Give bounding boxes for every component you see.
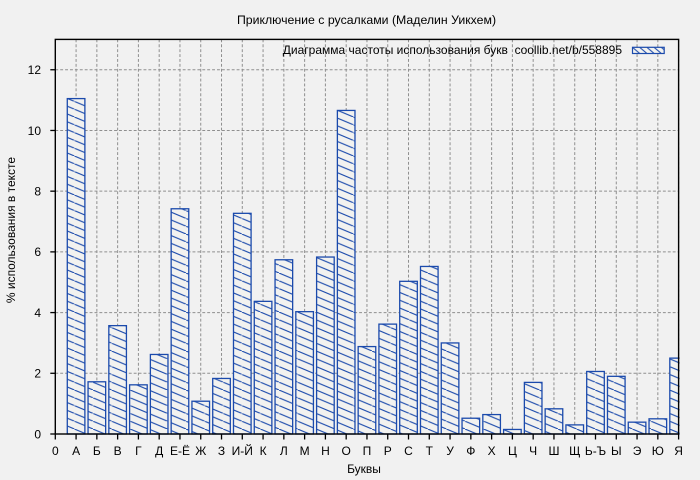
- svg-text:Т: Т: [426, 444, 434, 458]
- svg-text:Л: Л: [280, 444, 288, 458]
- svg-text:4: 4: [34, 306, 41, 320]
- svg-text:У: У: [446, 444, 454, 458]
- svg-text:Щ: Щ: [569, 444, 580, 458]
- svg-text:П: П: [363, 444, 372, 458]
- svg-text:Э: Э: [633, 444, 642, 458]
- svg-text:И-Й: И-Й: [232, 443, 253, 458]
- svg-text:0: 0: [52, 444, 59, 458]
- svg-text:Ж: Ж: [195, 444, 206, 458]
- svg-text:Буквы: Буквы: [347, 462, 381, 476]
- svg-text:2: 2: [34, 367, 41, 381]
- svg-text:10: 10: [28, 124, 42, 138]
- svg-text:8: 8: [34, 184, 41, 198]
- svg-text:Н: Н: [321, 444, 330, 458]
- svg-text:Я: Я: [674, 444, 683, 458]
- svg-text:А: А: [72, 444, 80, 458]
- svg-text:Ц: Ц: [508, 444, 517, 458]
- svg-text:Диаграмма частоты использовани: Диаграмма частоты использования букв coo…: [283, 43, 623, 57]
- svg-text:Ю: Ю: [652, 444, 664, 458]
- svg-text:Ы: Ы: [611, 444, 622, 458]
- svg-text:Д: Д: [155, 444, 163, 458]
- svg-text:12: 12: [28, 63, 42, 77]
- svg-text:Ь-Ъ: Ь-Ъ: [585, 444, 606, 458]
- svg-text:З: З: [218, 444, 225, 458]
- svg-text:Е-Ё: Е-Ё: [170, 444, 190, 458]
- svg-text:% использования в тексте: % использования в тексте: [4, 157, 18, 303]
- svg-text:Приключение с русалками (Мадел: Приключение с русалками (Маделин Уикхем): [237, 13, 496, 27]
- svg-text:Б: Б: [93, 444, 101, 458]
- svg-text:6: 6: [34, 245, 41, 259]
- svg-text:М: М: [300, 444, 310, 458]
- svg-text:Ш: Ш: [548, 444, 559, 458]
- svg-text:Р: Р: [384, 444, 392, 458]
- svg-text:0: 0: [34, 427, 41, 441]
- svg-text:Г: Г: [135, 444, 142, 458]
- svg-text:О: О: [342, 444, 351, 458]
- svg-text:В: В: [114, 444, 122, 458]
- svg-text:Ф: Ф: [466, 444, 475, 458]
- svg-text:К: К: [260, 444, 267, 458]
- svg-text:Ч: Ч: [529, 444, 537, 458]
- svg-text:Х: Х: [488, 444, 496, 458]
- svg-text:С: С: [404, 444, 413, 458]
